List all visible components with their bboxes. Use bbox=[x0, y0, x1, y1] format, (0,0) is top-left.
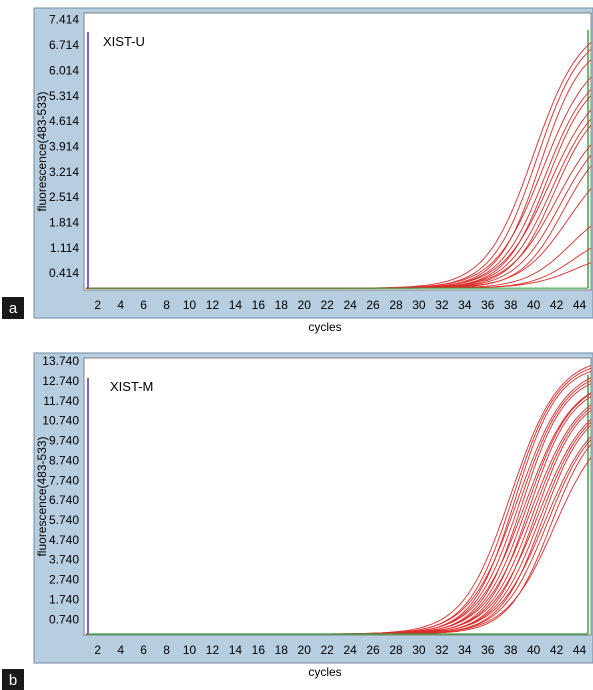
y-tick-label: 4.614 bbox=[49, 114, 79, 128]
panel-letter: a bbox=[9, 300, 18, 317]
x-tick-label: 26 bbox=[366, 298, 380, 312]
y-tick-label: 10.740 bbox=[42, 414, 79, 428]
y-tick-label: 13.740 bbox=[42, 354, 79, 368]
x-axis-label: cycles bbox=[308, 320, 341, 334]
y-tick-label: 8.740 bbox=[49, 453, 79, 467]
x-tick-label: 10 bbox=[183, 643, 197, 657]
x-tick-label: 42 bbox=[550, 298, 564, 312]
y-tick-label: 1.740 bbox=[49, 592, 79, 606]
y-tick-label: 6.740 bbox=[49, 493, 79, 507]
y-tick-label: 1.814 bbox=[49, 216, 79, 230]
x-tick-label: 28 bbox=[389, 643, 403, 657]
x-tick-label: 22 bbox=[320, 298, 334, 312]
x-tick-label: 4 bbox=[117, 298, 124, 312]
x-tick-label: 6 bbox=[140, 298, 147, 312]
y-axis-label: fluorescence(483-533) bbox=[35, 91, 49, 211]
y-tick-label: 7.414 bbox=[49, 13, 79, 27]
x-tick-label: 34 bbox=[458, 643, 472, 657]
y-tick-label: 6.714 bbox=[49, 38, 79, 52]
plot-title: XIST-M bbox=[110, 379, 153, 394]
y-tick-label: 5.740 bbox=[49, 513, 79, 527]
chart-panel-a: 0.414 1.114 1.814 2.514 3.214 3.914 4.614 5.314… bbox=[2, 7, 593, 334]
x-tick-label: 38 bbox=[504, 643, 518, 657]
x-tick-label: 42 bbox=[550, 643, 564, 657]
x-tick-label: 12 bbox=[206, 643, 220, 657]
plot-title: XIST-U bbox=[103, 34, 145, 49]
y-tick-label: 2.740 bbox=[49, 573, 79, 587]
y-tick-label: 3.214 bbox=[49, 165, 79, 179]
x-axis-label: cycles bbox=[308, 665, 341, 679]
y-tick-label: 11.740 bbox=[43, 394, 79, 408]
x-tick-label: 22 bbox=[320, 643, 334, 657]
x-tick-label: 6 bbox=[140, 643, 147, 657]
x-tick-label: 26 bbox=[366, 643, 380, 657]
x-tick-label: 40 bbox=[527, 643, 541, 657]
y-tick-label: 12.740 bbox=[42, 374, 79, 388]
x-tick-label: 32 bbox=[435, 298, 449, 312]
x-tick-label: 2 bbox=[94, 643, 101, 657]
y-tick-label: 5.314 bbox=[49, 89, 79, 103]
x-tick-label: 14 bbox=[229, 643, 243, 657]
x-tick-label: 36 bbox=[481, 643, 495, 657]
x-tick-label: 34 bbox=[458, 298, 472, 312]
panel-letter-box bbox=[2, 669, 24, 690]
x-tick-label: 32 bbox=[435, 643, 449, 657]
y-axis-label: fluorescence(483-533) bbox=[35, 436, 49, 556]
plot-area bbox=[83, 12, 592, 291]
x-tick-label: 28 bbox=[389, 298, 403, 312]
y-tick-label: 2.514 bbox=[49, 190, 79, 204]
panel-letter: b bbox=[9, 672, 17, 689]
y-tick-label: 1.114 bbox=[50, 241, 79, 255]
x-tick-label: 20 bbox=[298, 643, 312, 657]
x-tick-label: 4 bbox=[117, 643, 124, 657]
x-tick-label: 18 bbox=[275, 643, 289, 657]
y-tick-label: 4.740 bbox=[49, 533, 79, 547]
y-tick-label: 0.414 bbox=[49, 266, 79, 280]
x-tick-label: 44 bbox=[573, 643, 587, 657]
y-tick-label: 3.740 bbox=[49, 553, 79, 567]
panel-letter-box bbox=[2, 297, 24, 319]
x-tick-label: 18 bbox=[275, 298, 289, 312]
x-tick-label: 24 bbox=[343, 298, 357, 312]
x-tick-label: 30 bbox=[412, 643, 426, 657]
x-tick-label: 36 bbox=[481, 298, 495, 312]
x-tick-label: 10 bbox=[183, 298, 197, 312]
x-tick-label: 14 bbox=[229, 298, 243, 312]
x-tick-label: 38 bbox=[504, 298, 518, 312]
x-tick-label: 40 bbox=[527, 298, 541, 312]
y-tick-label: 0.740 bbox=[49, 612, 79, 626]
x-tick-label: 8 bbox=[163, 298, 170, 312]
x-tick-label: 12 bbox=[206, 298, 220, 312]
x-tick-label: 2 bbox=[94, 298, 101, 312]
chart-panel-b: 0.740 1.740 2.740 3.740 4.740 5.740 6.740 7.740… bbox=[2, 352, 593, 690]
x-tick-label: 8 bbox=[163, 643, 170, 657]
y-tick-label: 9.740 bbox=[49, 434, 79, 448]
x-tick-label: 20 bbox=[298, 298, 312, 312]
x-tick-label: 44 bbox=[573, 298, 587, 312]
x-tick-label: 30 bbox=[412, 298, 426, 312]
x-tick-label: 24 bbox=[343, 643, 357, 657]
y-tick-label: 7.740 bbox=[49, 473, 79, 487]
plot-area bbox=[83, 357, 592, 636]
y-tick-label: 6.014 bbox=[49, 63, 79, 77]
x-tick-label: 16 bbox=[252, 298, 266, 312]
x-tick-label: 16 bbox=[252, 643, 266, 657]
y-tick-label: 3.914 bbox=[49, 139, 79, 153]
